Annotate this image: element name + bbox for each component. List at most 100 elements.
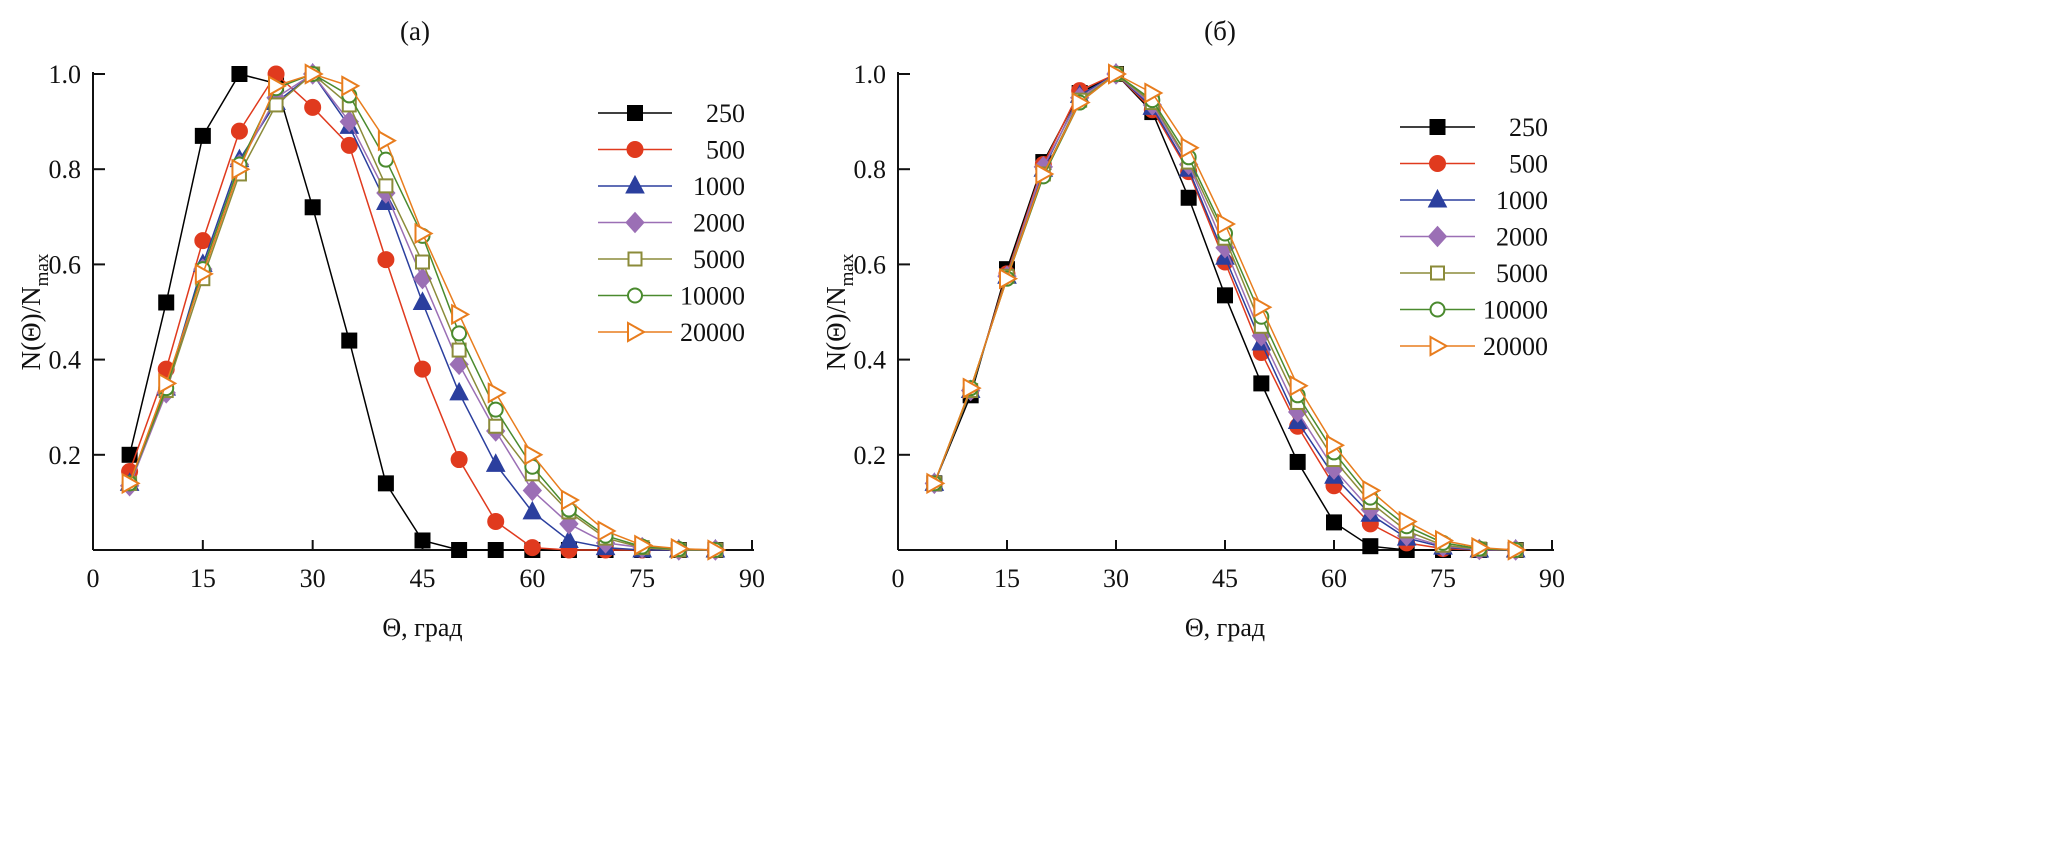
legend-item-5000: 5000 [1400,259,1548,288]
square-open-marker [415,254,430,270]
x-tick-label: 60 [1321,564,1347,593]
legend-item-20000: 20000 [1400,332,1548,361]
triangle-up-filled-marker [485,453,506,472]
legend-label: 10000 [1483,296,1548,325]
y-tick-label: 0.2 [49,441,82,470]
series-500 [121,65,724,559]
square-filled-marker [1217,287,1233,304]
circle-filled-marker [230,122,248,140]
legend-item-10000: 10000 [598,282,745,311]
legend-label: 10000 [680,282,745,311]
circle-filled-marker [340,136,358,154]
triangle-right-open-marker [1108,63,1128,85]
triangle-right-open-marker [231,158,251,180]
square-filled-marker [121,446,138,463]
legend-item-2000: 2000 [598,209,745,238]
diamond-filled-marker [1427,225,1448,248]
circle-open-marker [1429,301,1446,318]
legend-label: 500 [1509,150,1548,179]
triangle-right-open-marker [1217,213,1237,235]
triangle-right-open-marker [962,377,982,399]
y-tick-label: 0.8 [49,155,82,184]
legend-label: 2000 [693,209,745,238]
triangle-right-open-marker [1144,82,1164,104]
triangle-right-open-marker [1362,479,1382,502]
y-axis-label-main: N(Θ)/N [16,286,46,370]
y-tick-label: 0.8 [854,155,887,184]
x-tick-label: 45 [410,564,436,593]
series-line [128,73,716,551]
legend-item-2000: 2000 [1400,223,1548,252]
x-tick-label: 0 [87,564,100,593]
circle-filled-marker [1429,155,1446,172]
square-filled-marker [1289,453,1306,470]
x-tick-label: 75 [1430,564,1456,593]
y-tick-label: 0.4 [49,346,82,375]
triangle-right-open-marker [1326,434,1346,456]
square-filled-marker [451,542,468,558]
chart-panel-1: (а) 0.2 0.4 0.6 0.8 1.0 0 15 30 45 60 75 90 Θ, град N(… [16,16,765,642]
circle-filled-marker [626,141,644,158]
y-axis-label: N(Θ)/Nmax [16,253,53,370]
legend-label: 250 [1509,113,1548,142]
legend-label: 2000 [1496,223,1548,252]
triangle-up-filled-marker [559,529,579,548]
square-filled-marker [231,66,248,82]
series-2000 [119,63,726,561]
triangle-right-open-marker [1035,163,1055,185]
series-1000 [119,62,726,558]
triangle-right-open-marker [341,75,361,97]
legend-label: 20000 [680,318,745,347]
x-tick-label: 75 [629,564,655,593]
square-open-marker [378,178,394,194]
y-axis-label-main: N(Θ)/N [821,286,851,370]
triangle-right-open-marker [597,520,617,542]
triangle-right-open-marker [451,303,471,326]
series-line [128,73,716,551]
x-tick-label: 15 [190,564,216,593]
circle-open-marker [627,287,643,304]
triangle-right-open-marker [487,382,507,404]
series-10000 [121,66,724,558]
triangle-up-filled-marker [449,381,469,401]
series-line [933,73,1516,551]
triangle-right-open-marker [926,472,946,495]
square-open-marker [1430,265,1445,281]
triangle-right-open-marker [670,537,690,560]
circle-open-marker [487,401,504,418]
triangle-up-filled-marker [412,291,433,310]
series-line [933,73,1516,551]
series-line [933,73,1516,551]
triangle-right-open-marker [377,129,397,152]
circle-filled-marker [377,251,395,269]
chart-panel-2: (б) 0.2 0.4 0.6 0.8 1.0 0 15 30 45 60 75 90 Θ, град N(… [821,16,1565,642]
square-filled-marker [304,199,321,216]
triangle-right-open-marker [1289,375,1309,397]
x-tick-label: 90 [1539,564,1565,593]
triangle-right-open-marker [194,263,214,285]
triangle-right-open-marker [1071,91,1091,114]
y-tick-label: 0.6 [854,250,887,279]
x-tick-label: 15 [994,564,1020,593]
y-tick-label: 0.4 [854,346,887,375]
legend-label: 5000 [1496,259,1548,288]
y-tick-label: 1.0 [854,60,887,89]
series-line [128,72,716,551]
series-250 [121,66,724,558]
triangle-right-open-marker [304,63,324,85]
x-tick-label: 60 [519,564,545,593]
triangle-right-open-marker [999,267,1019,290]
series-5000 [122,66,723,558]
square-open-marker [451,342,467,358]
series-line [933,73,1516,551]
series-line [128,72,716,551]
legend-item-20000: 20000 [598,318,745,347]
circle-filled-marker [304,98,322,116]
x-tick-label: 90 [739,564,765,593]
square-filled-marker [194,127,211,144]
chart-title: (а) [400,16,430,46]
y-axis-label-subscript: max [837,253,858,286]
circle-open-marker [451,325,468,342]
legend-item-250: 250 [1400,113,1548,142]
